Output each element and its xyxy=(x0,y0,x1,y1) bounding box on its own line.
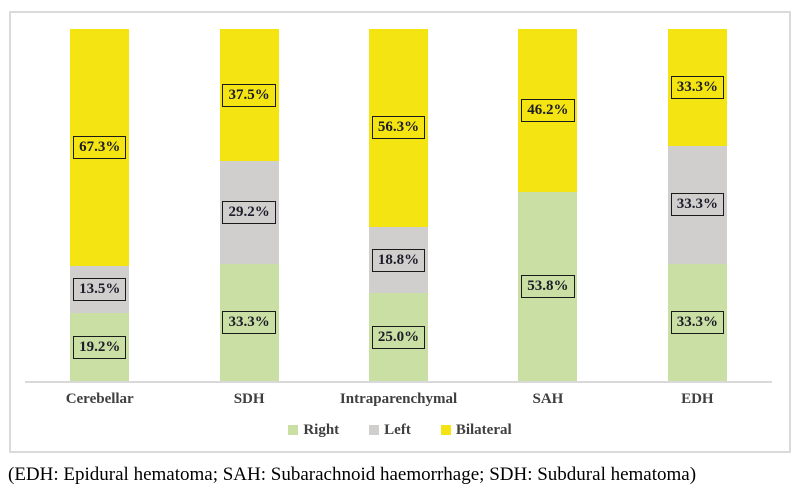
bar-column-sah: 46.2% 53.8% xyxy=(473,29,622,381)
bar-segment-left: 29.2% xyxy=(219,161,279,264)
legend-item-left: Left xyxy=(369,420,411,440)
segment-data-label: 33.3% xyxy=(670,193,724,217)
bar-segment-left: 13.5% xyxy=(70,265,130,314)
bar-segment-right: 25.0% xyxy=(369,293,429,381)
stacked-bar: 46.2% 53.8% xyxy=(518,29,578,381)
bar-segment-bilateral: 56.3% xyxy=(369,29,429,227)
bar-segment-bilateral: 37.5% xyxy=(219,29,279,161)
legend-label: Right xyxy=(303,422,340,438)
category-label-intraparenchymal: Intraparenchymal xyxy=(339,391,458,407)
bar-segment-right: 33.3% xyxy=(667,263,727,381)
legend-label: Bilateral xyxy=(455,422,512,438)
plot-area: 67.3% 13.5% 19.2% 37.5% 29.2% 33.3% 56.3% 18.8%… xyxy=(25,29,772,383)
bar-segment-bilateral: 33.3% xyxy=(667,29,727,147)
segment-data-label: 25.0% xyxy=(371,325,426,349)
segment-data-label: 18.8% xyxy=(371,248,426,272)
stacked-bar: 37.5% 29.2% 33.3% xyxy=(219,29,279,381)
bar-segment-right: 33.3% xyxy=(219,263,279,381)
segment-data-label: 37.5% xyxy=(222,83,276,107)
legend-label: Left xyxy=(384,422,411,438)
bar-column-cerebellar: 67.3% 13.5% 19.2% xyxy=(25,29,174,381)
bar-column-edh: 33.3% 33.3% 33.3% xyxy=(623,29,772,381)
category-label-sdh: SDH xyxy=(233,391,265,407)
bar-segment-right: 53.8% xyxy=(518,191,578,381)
stacked-bar: 56.3% 18.8% 25.0% xyxy=(369,29,429,381)
bar-column-intraparenchymal: 56.3% 18.8% 25.0% xyxy=(324,29,473,381)
legend-swatch-icon xyxy=(440,425,451,435)
segment-data-label: 29.2% xyxy=(222,200,276,224)
stacked-bar: 67.3% 13.5% 19.2% xyxy=(70,29,130,381)
stacked-bar: 33.3% 33.3% 33.3% xyxy=(667,29,727,381)
chart-legend: Right Left Bilateral xyxy=(11,420,789,440)
chart-frame: 67.3% 13.5% 19.2% 37.5% 29.2% 33.3% 56.3% 18.8%… xyxy=(9,11,791,453)
segment-data-label: 67.3% xyxy=(73,135,127,159)
segment-data-label: 33.3% xyxy=(670,310,724,334)
segment-data-label: 33.3% xyxy=(222,310,276,334)
bar-segment-right: 19.2% xyxy=(70,313,130,381)
segment-data-label: 46.2% xyxy=(521,98,575,122)
bar-segment-left: 33.3% xyxy=(667,146,727,264)
segment-data-label: 56.3% xyxy=(371,116,426,140)
segment-data-label: 53.8% xyxy=(521,274,575,298)
x-axis-category-labels: Cerebellar SDH Intraparenchymal SAH EDH xyxy=(25,388,772,410)
segment-data-label: 33.3% xyxy=(670,76,724,100)
legend-swatch-icon xyxy=(288,425,299,435)
category-label-edh: EDH xyxy=(681,391,714,407)
category-label-cerebellar: Cerebellar xyxy=(65,391,134,407)
legend-item-bilateral: Bilateral xyxy=(440,420,512,440)
legend-swatch-icon xyxy=(369,425,380,435)
segment-data-label: 13.5% xyxy=(73,278,127,302)
bar-segment-bilateral: 67.3% xyxy=(70,29,130,266)
bar-segment-left: 18.8% xyxy=(369,226,429,294)
bar-column-sdh: 37.5% 29.2% 33.3% xyxy=(174,29,323,381)
figure-caption: (EDH: Epidural hematoma; SAH: Subarachno… xyxy=(8,464,697,485)
bar-segment-bilateral: 46.2% xyxy=(518,29,578,192)
segment-data-label: 19.2% xyxy=(73,335,127,359)
legend-item-right: Right xyxy=(288,420,339,440)
category-label-sah: SAH xyxy=(532,391,564,407)
